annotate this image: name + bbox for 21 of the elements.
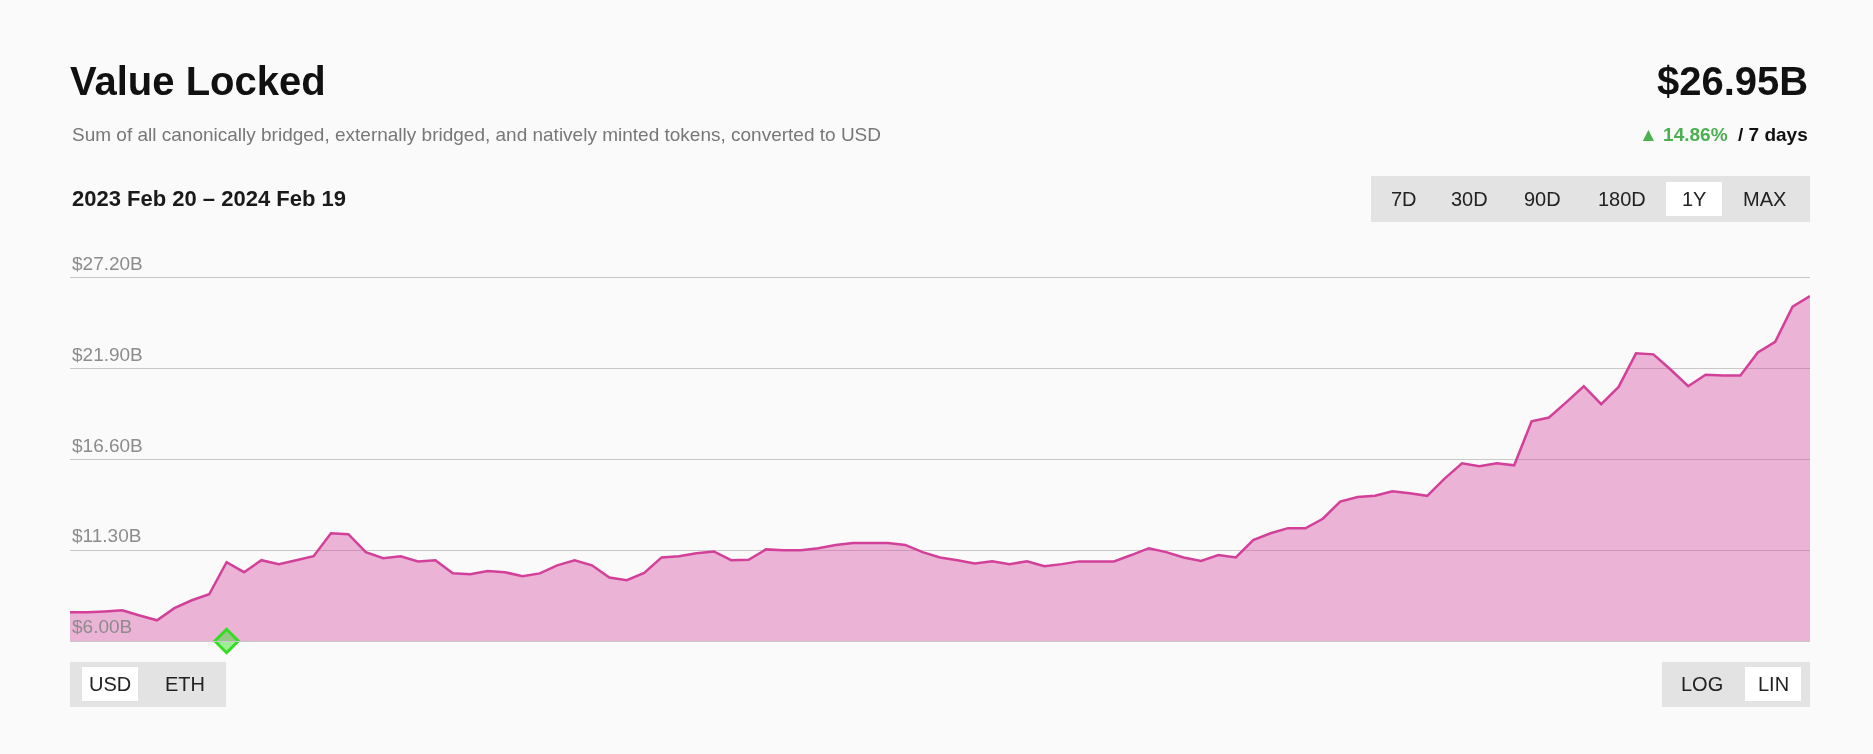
text: 1Y (1682, 188, 1707, 210)
y-tick-label: $6.00B (72, 616, 133, 637)
y-tick-label: $11.30B (72, 525, 142, 546)
text: 30D (1451, 188, 1488, 210)
text: MAX (1743, 188, 1787, 210)
y-tick-label: $16.60B (72, 435, 143, 456)
text: 180D (1598, 188, 1646, 210)
text: 7D (1391, 188, 1417, 210)
text: USD (89, 673, 132, 695)
text: ▲ 14.86% (1639, 124, 1728, 145)
text: $26.95B (1657, 59, 1809, 103)
text: ETH (165, 673, 205, 695)
chart-subtitle: Sum of all canonically bridged, externally bridged, and natively minted tokens, converted to USD (72, 124, 881, 145)
y-tick-label: $21.90B (72, 344, 143, 365)
text: 90D (1524, 188, 1561, 210)
text: LOG (1681, 673, 1724, 695)
text: 2023 Feb 20 – 2024 Feb 19 (72, 186, 346, 211)
chart-title: Value Locked (70, 59, 326, 103)
y-tick-label: $27.20B (72, 253, 143, 274)
text: / 7 days (1738, 124, 1808, 145)
text: LIN (1758, 673, 1790, 695)
